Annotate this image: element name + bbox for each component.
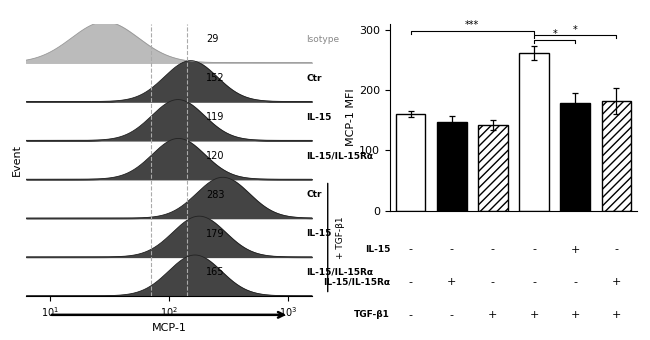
Text: 165: 165: [206, 268, 225, 277]
Text: Ctr: Ctr: [306, 190, 322, 199]
Text: +: +: [612, 277, 621, 287]
Text: 119: 119: [206, 112, 224, 122]
Text: -: -: [491, 244, 495, 255]
Text: + TGF-β1: + TGF-β1: [336, 216, 345, 259]
Text: IL-15: IL-15: [365, 245, 390, 254]
Text: Isotype: Isotype: [306, 35, 339, 44]
Text: IL-15: IL-15: [306, 229, 332, 238]
Text: IL-15/IL-15Rα: IL-15/IL-15Rα: [306, 151, 373, 160]
Bar: [396, 114, 425, 211]
Text: -: -: [614, 244, 618, 255]
Text: Ctr: Ctr: [306, 74, 322, 83]
Text: IL-15/IL-15Rα: IL-15/IL-15Rα: [323, 278, 390, 287]
Y-axis label: Event: Event: [12, 144, 22, 176]
Bar: [519, 53, 549, 211]
Y-axis label: MCP-1 MFI: MCP-1 MFI: [346, 88, 356, 146]
Text: -: -: [491, 277, 495, 287]
Text: ***: ***: [465, 20, 480, 31]
Bar: [602, 101, 631, 211]
Text: *: *: [573, 25, 578, 35]
Text: -: -: [573, 277, 577, 287]
Text: 283: 283: [206, 190, 225, 200]
Text: MCP-1: MCP-1: [151, 323, 187, 333]
Text: 29: 29: [206, 34, 218, 44]
Text: +: +: [571, 310, 580, 320]
Text: 152: 152: [206, 73, 225, 83]
Text: +: +: [612, 310, 621, 320]
Text: TGF-β1: TGF-β1: [354, 310, 390, 319]
Text: *: *: [552, 30, 557, 39]
Text: -: -: [450, 310, 454, 320]
Text: +: +: [488, 310, 498, 320]
Text: -: -: [409, 310, 413, 320]
Text: -: -: [450, 244, 454, 255]
Text: 120: 120: [206, 151, 225, 161]
Text: IL-15: IL-15: [306, 113, 332, 122]
Text: -: -: [532, 244, 536, 255]
Text: IL-15/IL-15Rα: IL-15/IL-15Rα: [306, 268, 373, 277]
Text: +: +: [529, 310, 539, 320]
Text: +: +: [447, 277, 456, 287]
Bar: [437, 122, 467, 211]
Text: +: +: [571, 244, 580, 255]
Text: -: -: [409, 277, 413, 287]
Text: -: -: [532, 277, 536, 287]
Bar: [560, 103, 590, 211]
Text: 179: 179: [206, 228, 225, 239]
Bar: [478, 125, 508, 211]
Text: -: -: [409, 244, 413, 255]
